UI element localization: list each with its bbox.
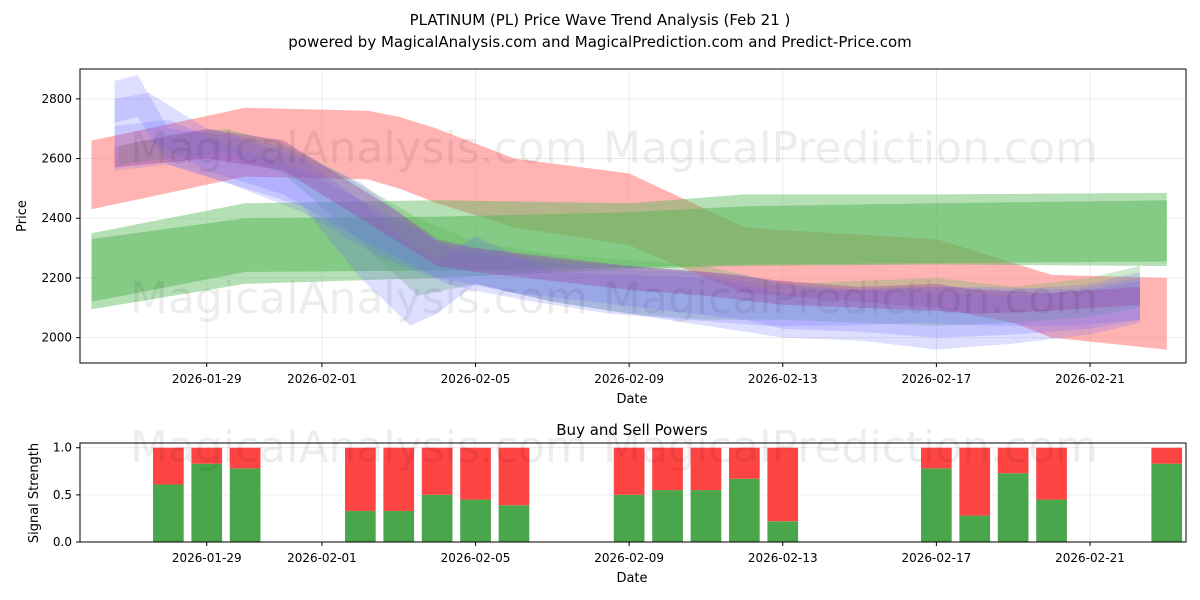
price-x-tick-label-2: 2026-02-05 [441, 372, 511, 386]
watermark-top-left: MagicalAnalysis.com [130, 123, 588, 174]
signal-y-axis-label: Signal Strength [27, 443, 42, 543]
signal-x-tick-label-0: 2026-01-29 [172, 551, 242, 565]
buy-bar-5 [421, 494, 453, 542]
price-x-tick-label-1: 2026-02-01 [287, 372, 357, 386]
signal-x-axis-label: Date [616, 571, 647, 586]
watermark-top-right: MagicalPrediction.com [603, 123, 1098, 174]
price-x-tick-label-4: 2026-02-13 [748, 372, 818, 386]
sell-bar-16 [1036, 447, 1067, 500]
sell-bar-0 [153, 447, 184, 485]
watermark-mid-right: MagicalPrediction.com [603, 273, 1098, 324]
buy-bar-0 [153, 484, 184, 542]
sell-bar-10 [690, 447, 722, 491]
buy-bar-13 [921, 468, 952, 542]
watermark-bottom-left: MagicalAnalysis.com [130, 422, 588, 473]
price-band-green-wave-inner [91, 200, 1167, 302]
price-band-blue-wave-1 [114, 75, 1140, 350]
sell-bar-12 [767, 447, 799, 522]
price-wave-bands [91, 75, 1167, 350]
buy-bar-1 [191, 463, 223, 542]
price-y-tick-label-4: 2800 [41, 92, 72, 106]
sell-bar-6 [460, 447, 491, 500]
buy-bar-14 [959, 515, 991, 542]
chart-title: PLATINUM (PL) Price Wave Trend Analysis … [410, 11, 791, 29]
price-x-axis-label: Date [616, 392, 647, 407]
buy-bar-6 [460, 499, 491, 542]
watermark-bottom-right: MagicalPrediction.com [603, 422, 1098, 473]
signal-x-tick-label-3: 2026-02-09 [594, 551, 664, 565]
price-y-tick-label-0: 2000 [41, 331, 72, 345]
buy-bar-12 [767, 521, 799, 542]
price-band-purple-wave [114, 128, 1140, 314]
buy-bar-15 [997, 473, 1029, 542]
signal-panel-title: Buy and Sell Powers [556, 421, 708, 439]
signal-y-ticks: 0.0 0.5 1.0 [53, 441, 80, 549]
price-plot-frame [79, 68, 1187, 364]
price-y-tick-label-1: 2200 [41, 271, 72, 285]
sell-bar-2 [229, 447, 261, 469]
sell-bar-11 [729, 447, 760, 479]
buy-bar-7 [498, 505, 530, 542]
price-panel: MagicalAnalysis.com MagicalPrediction.co… [15, 68, 1187, 407]
price-x-tick-label-5: 2026-02-17 [902, 372, 972, 386]
price-y-tick-label-2: 2400 [41, 211, 72, 225]
buy-bar-9 [652, 490, 683, 542]
buy-bar-17 [1151, 463, 1183, 542]
signal-x-ticks: 2026-01-29 2026-02-01 2026-02-05 2026-02-09… [172, 542, 1125, 565]
price-band-blue-wave-2 [114, 92, 1140, 338]
sell-bar-8 [613, 447, 645, 495]
sell-bar-7 [498, 447, 530, 506]
buy-bar-10 [690, 490, 722, 542]
price-y-ticks: 2000 2200 2400 2600 2800 [41, 92, 80, 345]
signal-y-tick-label-1: 0.5 [53, 488, 72, 502]
signal-plot-frame [79, 442, 1187, 543]
price-x-tick-label-3: 2026-02-09 [594, 372, 664, 386]
signal-x-tick-label-6: 2026-02-21 [1055, 551, 1125, 565]
signal-x-tick-label-1: 2026-02-01 [287, 551, 357, 565]
sell-bar-3 [345, 447, 376, 511]
sell-bar-13 [921, 447, 952, 469]
sell-bar-4 [383, 447, 415, 511]
price-x-tick-label-0: 2026-01-29 [172, 372, 242, 386]
buy-bar-11 [729, 478, 760, 542]
signal-bars [153, 447, 1183, 542]
price-band-blue-wave-3 [114, 119, 1140, 326]
signal-x-tick-label-4: 2026-02-13 [748, 551, 818, 565]
watermark-mid-left: MagicalAnalysis.com [130, 273, 588, 324]
sell-bar-14 [959, 447, 991, 516]
signal-y-tick-label-2: 1.0 [53, 441, 72, 455]
chart-subtitle: powered by MagicalAnalysis.com and Magic… [288, 33, 912, 51]
price-band-green-wave-echo [118, 128, 1140, 326]
price-y-tick-label-3: 2600 [41, 152, 72, 166]
buy-bar-3 [345, 510, 376, 542]
sell-bar-17 [1151, 447, 1183, 464]
signal-panel: Buy and Sell Powers MagicalAnalysis.com … [27, 421, 1187, 586]
sell-bar-1 [191, 447, 223, 464]
signal-y-tick-label-0: 0.0 [53, 535, 72, 549]
buy-bar-8 [613, 494, 645, 542]
price-y-axis-label: Price [15, 200, 30, 232]
price-x-ticks: 2026-01-29 2026-02-01 2026-02-05 2026-02-09… [172, 363, 1125, 386]
buy-bar-4 [383, 510, 415, 542]
price-x-tick-label-6: 2026-02-21 [1055, 372, 1125, 386]
sell-bar-15 [997, 447, 1029, 474]
sell-bar-9 [652, 447, 683, 491]
signal-x-tick-label-5: 2026-02-17 [902, 551, 972, 565]
buy-bar-16 [1036, 499, 1067, 542]
signal-x-tick-label-2: 2026-02-05 [441, 551, 511, 565]
sell-bar-5 [421, 447, 453, 495]
buy-bar-2 [229, 468, 261, 542]
